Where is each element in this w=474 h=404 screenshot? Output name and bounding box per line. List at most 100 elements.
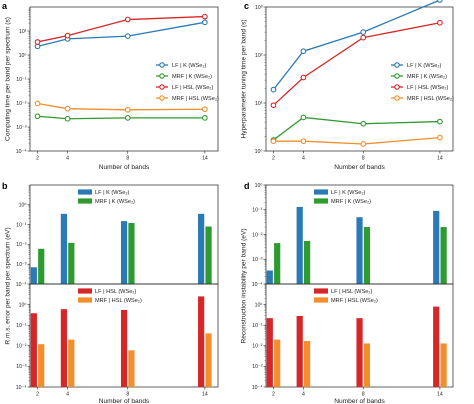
x-tick-label-c: 4 (302, 156, 305, 162)
y-tick-label-d-upper: 10⁰ (255, 183, 263, 189)
y-tick-label-b-upper: 10⁻² (16, 242, 27, 248)
x-tick-label-c: 14 (437, 156, 443, 162)
series-line-a-0 (37, 21, 205, 47)
x-axis-label-a: Number of bands (99, 164, 150, 171)
x-tick-label-c: 8 (362, 156, 365, 162)
legend-swatch-b-lower-0 (78, 288, 92, 294)
legend-marker-c-3 (394, 95, 400, 101)
legend-label-d-lower-0: LF | HSL (WSe₂) (331, 289, 372, 295)
y-tick-label-c: 10¹ (255, 101, 263, 107)
y-tick-label-d-upper: 10⁻⁴ (252, 282, 263, 288)
bar-d-lower-0-3 (433, 306, 440, 387)
legend-label-a-3: MRF | HSL (WSe₂) (172, 96, 219, 102)
data-point-a-3-3 (201, 106, 208, 113)
x-tick-label-b: 8 (126, 392, 129, 398)
bar-d-upper-1-0 (274, 243, 281, 284)
bar-b-lower-1-0 (38, 344, 45, 387)
bar-d-lower-1-1 (304, 341, 311, 387)
y-tick-label-a: 10⁻¹ (16, 77, 27, 83)
data-point-a-2-1 (64, 32, 71, 39)
legend-label-c-1: MRF | K (WSe₂) (407, 74, 447, 80)
legend-swatch-d-upper-0 (314, 189, 328, 195)
bar-b-lower-1-2 (128, 350, 135, 387)
data-point-a-3-0 (34, 100, 41, 107)
y-tick-label-a: 10⁻⁴ (16, 149, 27, 155)
legend-swatch-d-lower-1 (314, 297, 328, 303)
series-line-c-2 (273, 22, 441, 106)
x-tick-label-d: 2 (272, 392, 275, 398)
panel-letter-b: b (2, 181, 8, 191)
x-tick-label-a: 4 (66, 156, 69, 162)
y-tick-label-b-lower: 10⁰ (19, 302, 27, 308)
data-point-c-0-3 (437, 0, 443, 3)
y-tick-label-c: 10⁰ (255, 149, 263, 155)
data-point-c-2-0 (270, 102, 277, 109)
legend-label-c-2: LF | HSL (WSe₂) (407, 85, 448, 91)
data-point-a-0-2 (124, 33, 131, 40)
legend-label-d-upper-0: LF | K (WSe₂) (331, 190, 366, 196)
y-tick-label-d-lower: 10⁻¹ (252, 323, 263, 329)
y-tick-label-b-lower: 10⁻¹ (16, 323, 27, 329)
y-axis-label-a: Computing time per band per spectrum (s) (5, 17, 12, 141)
y-tick-label-a: 10⁻² (16, 101, 27, 107)
series-line-a-3 (37, 102, 205, 111)
data-point-c-3-0 (270, 138, 277, 145)
bar-d-upper-0-1 (296, 206, 303, 284)
data-point-a-2-3 (201, 13, 208, 20)
data-point-c-1-2 (360, 120, 367, 127)
data-point-c-2-2 (360, 34, 367, 41)
bar-d-lower-1-3 (440, 343, 447, 387)
legend-swatch-d-upper-1 (314, 198, 328, 204)
y-tick-label-b-lower: 10⁻⁴ (16, 385, 27, 391)
data-point-c-3-3 (437, 134, 443, 141)
x-tick-label-b: 4 (66, 392, 69, 398)
series-line-c-3 (273, 136, 440, 145)
y-tick-label-d-lower: 10⁰ (255, 302, 263, 308)
legend-label-d-upper-1: MRF | K (WSe₂) (331, 199, 371, 205)
legend-marker-a-2 (159, 84, 165, 90)
bar-b-upper-1-0 (38, 248, 45, 284)
bar-b-upper-1-1 (68, 242, 75, 284)
bar-b-lower-0-2 (120, 309, 128, 387)
bar-b-upper-0-2 (120, 221, 128, 284)
legend-swatch-b-upper-1 (78, 198, 92, 204)
series-line-a-1 (37, 115, 205, 120)
legend-label-a-2: LF | HSL (WSe₂) (172, 85, 213, 91)
data-point-c-0-1 (300, 48, 307, 55)
data-point-c-0-0 (270, 86, 277, 93)
panel-letter-d: d (244, 181, 250, 191)
x-tick-label-a: 8 (126, 156, 129, 162)
y-tick-label-d-upper: 10⁻² (252, 232, 263, 238)
plot-frame-c (265, 6, 454, 152)
bar-d-upper-1-2 (363, 227, 371, 284)
bar-b-lower-1-3 (205, 333, 212, 387)
x-tick-label-b: 14 (202, 392, 208, 398)
bar-d-lower-0-1 (296, 315, 303, 387)
y-axis-label-d: Reconstruction instability per band (eV) (241, 228, 248, 343)
y-tick-label-d-lower: 10⁻² (252, 344, 263, 350)
data-point-c-1-3 (437, 118, 443, 125)
legend-marker-c-1 (394, 73, 400, 79)
bar-d-lower-0-2 (356, 318, 363, 387)
y-axis-label-c: Hyperparameter tuning time per band (s) (241, 19, 248, 138)
legend-swatch-b-upper-0 (78, 189, 92, 195)
legend-marker-c-0 (394, 62, 400, 68)
data-point-a-1-3 (201, 115, 208, 121)
legend-label-d-lower-1: MRF | HSL (WSe₂) (331, 298, 378, 304)
bar-d-upper-0-0 (266, 270, 273, 284)
y-tick-label-b-upper: 10⁻³ (16, 262, 27, 268)
bar-b-upper-1-2 (128, 223, 135, 284)
y-tick-label-d-lower: 10⁻⁴ (252, 385, 263, 391)
bar-d-upper-0-2 (356, 217, 363, 284)
bar-b-upper-0-0 (30, 267, 37, 284)
bar-b-lower-1-1 (68, 339, 75, 387)
x-axis-label-b: Number of bands (99, 398, 150, 404)
legend-marker-a-3 (159, 95, 165, 101)
y-tick-label-c: 10³ (255, 5, 263, 11)
y-tick-label-b-lower: 10⁻³ (16, 364, 27, 370)
bar-d-upper-1-3 (440, 227, 447, 284)
data-point-c-2-3 (437, 19, 443, 26)
panel-letter-c: c (244, 1, 249, 11)
data-point-a-1-2 (124, 115, 131, 121)
